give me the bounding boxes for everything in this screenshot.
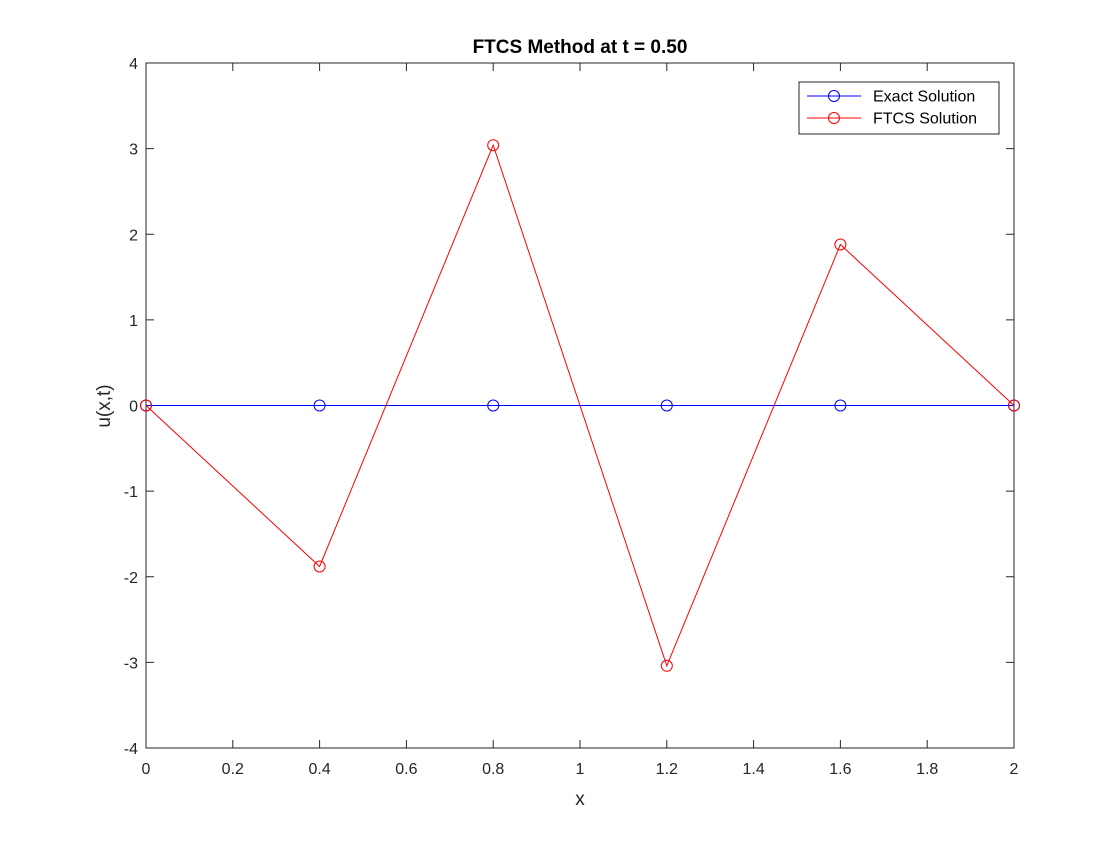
- x-tick-label: 0.4: [308, 761, 330, 778]
- legend-marker-ftcs-solution: [828, 112, 840, 124]
- y-tick-label: -4: [124, 741, 138, 758]
- y-axis-label: u(x,t): [94, 384, 115, 427]
- data-point-exact-solution: [313, 399, 326, 412]
- x-tick-label: 0.6: [395, 761, 417, 778]
- x-tick-label: 0.2: [222, 761, 244, 778]
- legend: Exact Solution FTCS Solution: [798, 81, 1000, 135]
- data-point-ftcs-solution: [660, 659, 673, 672]
- x-axis-label: x: [575, 789, 585, 810]
- x-tick-label: 0: [142, 761, 151, 778]
- x-tick-label: 1.8: [916, 761, 938, 778]
- y-tick-label: -2: [124, 570, 138, 587]
- data-point-ftcs-solution: [313, 560, 326, 573]
- y-tick-label: 4: [129, 56, 138, 73]
- legend-marker-exact-solution: [828, 90, 840, 102]
- series-line-ftcs-solution: [145, 143, 1015, 668]
- y-tick-label: 1: [129, 313, 138, 330]
- data-point-exact-solution: [834, 399, 847, 412]
- y-tick-label: 2: [129, 227, 138, 244]
- x-tick-label: 2: [1010, 761, 1019, 778]
- y-tick-label: -1: [124, 484, 138, 501]
- legend-label-exact-solution: Exact Solution: [873, 89, 975, 106]
- data-point-exact-solution: [660, 399, 673, 412]
- x-tick-label: 1: [576, 761, 585, 778]
- data-point-ftcs-solution: [834, 238, 847, 251]
- data-point-ftcs-solution: [140, 399, 152, 412]
- data-point-ftcs-solution: [487, 139, 500, 152]
- legend-label-ftcs-solution: FTCS Solution: [873, 111, 977, 128]
- x-tick-label: 1.6: [829, 761, 851, 778]
- x-tick-label: 1.4: [742, 761, 764, 778]
- y-tick-label: -3: [124, 655, 138, 672]
- data-point-exact-solution: [487, 399, 500, 412]
- x-tick-label: 0.8: [482, 761, 504, 778]
- plot-lines: [140, 139, 1020, 672]
- y-tick-label: 3: [129, 142, 138, 159]
- y-tick-label: 0: [129, 399, 138, 416]
- axes: 0 0.2 0.4 0.6 0.8 1 1.2 1.4 1.6 1.8 2 -4 -3 -2 -1 0 1 2 3 4: [124, 56, 1019, 778]
- chart-title: FTCS Method at t = 0.50: [473, 37, 688, 58]
- data-point-ftcs-solution: [1008, 399, 1020, 412]
- x-tick-label: 1.2: [656, 761, 678, 778]
